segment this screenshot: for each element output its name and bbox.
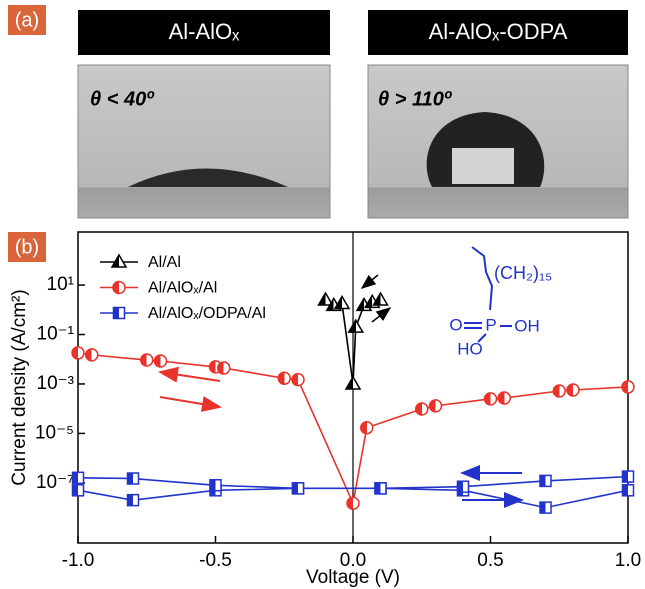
data-point — [349, 320, 363, 332]
x-tick-label: -0.5 — [199, 550, 232, 571]
data-point — [540, 475, 551, 486]
x-tick-label: 1.0 — [615, 550, 641, 571]
data-point — [430, 400, 442, 412]
data-point — [622, 381, 634, 393]
y-tick-label: 10⁻¹ — [37, 324, 75, 345]
data-point — [540, 502, 551, 513]
data-point — [72, 347, 84, 359]
sweep-arrow — [362, 275, 378, 288]
molecule-bond — [472, 247, 492, 310]
molecule-label: O — [449, 315, 462, 334]
data-point — [498, 392, 510, 404]
data-point — [374, 293, 388, 305]
legend-label: Al/AlOₓ/Al — [148, 280, 217, 297]
panel-label: (a) — [15, 9, 39, 31]
photo-title: Al-AlOₓ — [169, 19, 241, 44]
figure: (a) Al-AlOₓ Al-AlOₓ-ODPA θ < 40º θ > 110… — [0, 0, 645, 589]
data-point — [623, 471, 634, 482]
data-point — [292, 374, 304, 386]
y-tick-label: 10⁻⁷ — [36, 472, 74, 493]
sweep-arrow — [160, 372, 220, 381]
contact-angle: θ < 40º — [90, 88, 155, 110]
data-point — [458, 481, 469, 492]
data-point — [141, 354, 153, 366]
photo-title: Al-AlOₓ-ODPA — [429, 19, 568, 44]
data-point — [485, 393, 497, 405]
data-point — [278, 372, 290, 384]
y-tick-label: 10¹ — [47, 274, 74, 295]
sweep-arrow — [372, 308, 390, 322]
droplet-highlight — [452, 148, 514, 184]
legend-label: Al/AlOₓ/ODPA/Al — [148, 305, 266, 322]
legend-marker — [114, 308, 125, 319]
data-point — [346, 377, 360, 389]
y-tick-label: 10⁻³ — [37, 373, 75, 394]
data-point — [218, 362, 230, 374]
panel-label: (b) — [15, 236, 39, 258]
molecule-label: HO — [457, 339, 483, 358]
data-point — [416, 403, 428, 415]
data-point — [623, 485, 634, 496]
molecule-label: OH — [514, 316, 540, 335]
molecule-label: (CH₂)₁₅ — [494, 263, 552, 283]
legend-label: Al/Al — [148, 254, 181, 271]
x-tick-label: -1.0 — [62, 550, 95, 571]
data-point — [73, 472, 84, 483]
x-axis-label: Voltage (V) — [306, 567, 400, 588]
data-point — [128, 495, 139, 506]
data-point — [128, 473, 139, 484]
data-point — [73, 485, 84, 496]
molecule-label: P — [485, 315, 496, 334]
data-point — [210, 480, 221, 491]
data-point — [347, 497, 359, 509]
sweep-arrow — [160, 397, 220, 407]
legend-marker — [113, 282, 125, 294]
data-point — [553, 385, 565, 397]
y-axis-label: Current density (A/cm²) — [9, 289, 30, 485]
data-point — [293, 483, 304, 494]
data-point — [375, 483, 386, 494]
data-point — [155, 355, 167, 367]
x-tick-label: 0.5 — [477, 550, 503, 571]
data-point — [361, 422, 373, 434]
contact-angle: θ > 110º — [378, 88, 453, 110]
data-point — [335, 296, 349, 308]
legend-marker — [112, 255, 126, 267]
y-tick-label: 10⁻⁵ — [35, 422, 74, 443]
data-point — [567, 384, 579, 396]
data-point — [86, 349, 98, 361]
